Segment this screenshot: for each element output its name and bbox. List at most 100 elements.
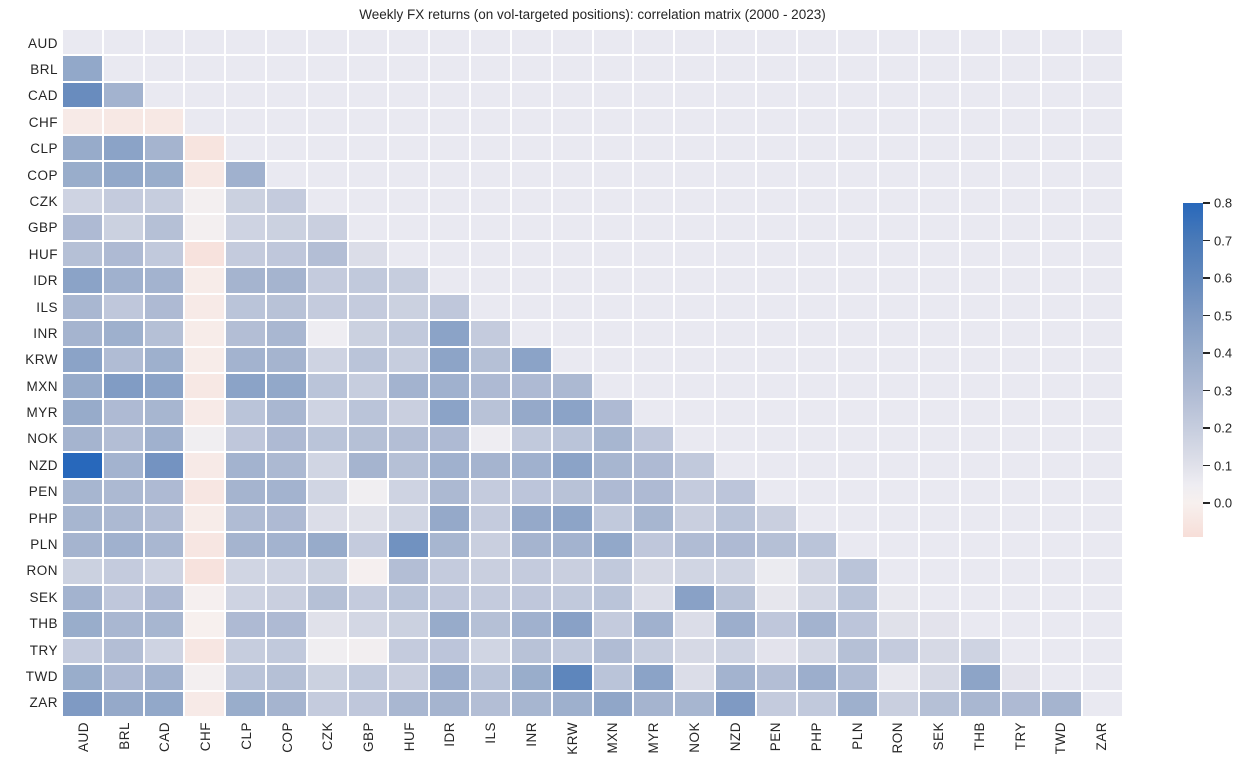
heatmap-cell <box>960 268 1000 293</box>
heatmap-cell <box>63 453 102 478</box>
heatmap-cell <box>185 109 225 134</box>
heatmap-cell <box>1001 426 1041 452</box>
heatmap-cell <box>307 559 347 584</box>
x-tick-label: SEK <box>931 722 947 751</box>
heatmap-cell <box>634 638 674 664</box>
heatmap-cell <box>1083 241 1122 267</box>
heatmap-cell <box>879 56 918 81</box>
heatmap-cell <box>267 82 306 108</box>
heatmap-cell <box>552 82 592 108</box>
heatmap-cell <box>919 559 959 584</box>
heatmap-cell <box>511 665 551 690</box>
y-axis-tick-labels: AUD BRL CAD CHF CLP COP CZK GBP HUF IDR ILS INR KRW M… <box>0 30 58 716</box>
heatmap-cell <box>63 532 102 558</box>
heatmap-cell <box>144 506 184 531</box>
heatmap-cell <box>307 135 347 161</box>
heatmap-cell <box>144 56 184 81</box>
heatmap-cell <box>63 294 102 320</box>
heatmap-cell <box>715 241 755 267</box>
heatmap-cell <box>307 400 347 425</box>
heatmap-cell <box>675 532 714 558</box>
heatmap-cell <box>675 215 714 240</box>
heatmap-cell <box>267 241 306 267</box>
heatmap-cell <box>715 294 755 320</box>
heatmap-cell <box>675 30 714 55</box>
heatmap-cell <box>879 321 918 346</box>
x-tick-label: ZAR <box>1094 722 1110 751</box>
heatmap-cell <box>307 479 347 505</box>
heatmap-cell <box>797 162 837 187</box>
heatmap-cell <box>307 506 347 531</box>
heatmap-cell <box>593 426 633 452</box>
heatmap-cell <box>715 135 755 161</box>
heatmap-cell <box>307 109 347 134</box>
heatmap-cell <box>430 347 470 372</box>
heatmap-cell <box>511 215 551 240</box>
heatmap-cell <box>1001 506 1041 531</box>
heatmap-cell <box>1001 109 1041 134</box>
heatmap-cell <box>144 135 184 161</box>
heatmap-cell <box>267 347 306 372</box>
heatmap-cell <box>471 321 510 346</box>
heatmap-cell <box>1042 241 1082 267</box>
heatmap-cell <box>919 691 959 716</box>
heatmap-cell <box>675 135 714 161</box>
heatmap-cell <box>919 612 959 637</box>
heatmap-cell <box>838 347 878 372</box>
heatmap-cell <box>307 347 347 372</box>
heatmap-cell <box>185 638 225 664</box>
heatmap-cell <box>715 665 755 690</box>
heatmap-cell <box>1083 400 1122 425</box>
heatmap-cell <box>593 400 633 425</box>
heatmap-cell <box>675 162 714 187</box>
heatmap-cell <box>1083 585 1122 611</box>
heatmap-cell <box>1001 241 1041 267</box>
heatmap-cell <box>1001 294 1041 320</box>
heatmap-cell <box>144 612 184 637</box>
heatmap-cell <box>593 532 633 558</box>
heatmap-cell <box>879 585 918 611</box>
x-tick-label: IDR <box>442 722 458 747</box>
heatmap-cell <box>471 506 510 531</box>
heatmap-cell <box>797 612 837 637</box>
heatmap-cell <box>960 30 1000 55</box>
heatmap-cell <box>307 82 347 108</box>
heatmap-cell <box>1001 400 1041 425</box>
heatmap-cell <box>838 426 878 452</box>
heatmap-cell <box>1042 585 1082 611</box>
heatmap-cell <box>634 400 674 425</box>
heatmap-cell <box>838 30 878 55</box>
heatmap-cell <box>144 479 184 505</box>
heatmap-cell <box>634 665 674 690</box>
heatmap-cell <box>919 373 959 399</box>
heatmap-cell <box>389 506 429 531</box>
heatmap-cell <box>267 373 306 399</box>
colorbar-tick <box>1203 314 1210 317</box>
heatmap-cell <box>960 453 1000 478</box>
x-tick-label: NOK <box>686 722 702 753</box>
heatmap-cell <box>144 585 184 611</box>
heatmap-cell <box>797 241 837 267</box>
heatmap-cell <box>144 347 184 372</box>
heatmap-cell <box>593 215 633 240</box>
colorbar: 0.8 0.7 0.6 0.5 0.4 0.3 0.2 0.1 0.0 <box>1183 196 1241 537</box>
heatmap-cell <box>675 373 714 399</box>
heatmap-cell <box>185 479 225 505</box>
heatmap-cell <box>307 638 347 664</box>
heatmap-cell <box>103 347 143 372</box>
y-tick-label: RON <box>26 563 58 579</box>
heatmap-cell <box>511 294 551 320</box>
heatmap-cell <box>267 109 306 134</box>
heatmap-cell <box>1001 135 1041 161</box>
heatmap-cell <box>348 532 388 558</box>
heatmap-cell <box>593 268 633 293</box>
heatmap-cell <box>348 294 388 320</box>
heatmap-cell <box>797 479 837 505</box>
heatmap-cell <box>511 162 551 187</box>
heatmap-cell <box>267 612 306 637</box>
heatmap-cell <box>430 453 470 478</box>
heatmap-cell <box>307 30 347 55</box>
x-tick-label: INR <box>523 722 539 747</box>
heatmap-cell <box>1001 373 1041 399</box>
x-tick-label: MXN <box>605 722 621 754</box>
